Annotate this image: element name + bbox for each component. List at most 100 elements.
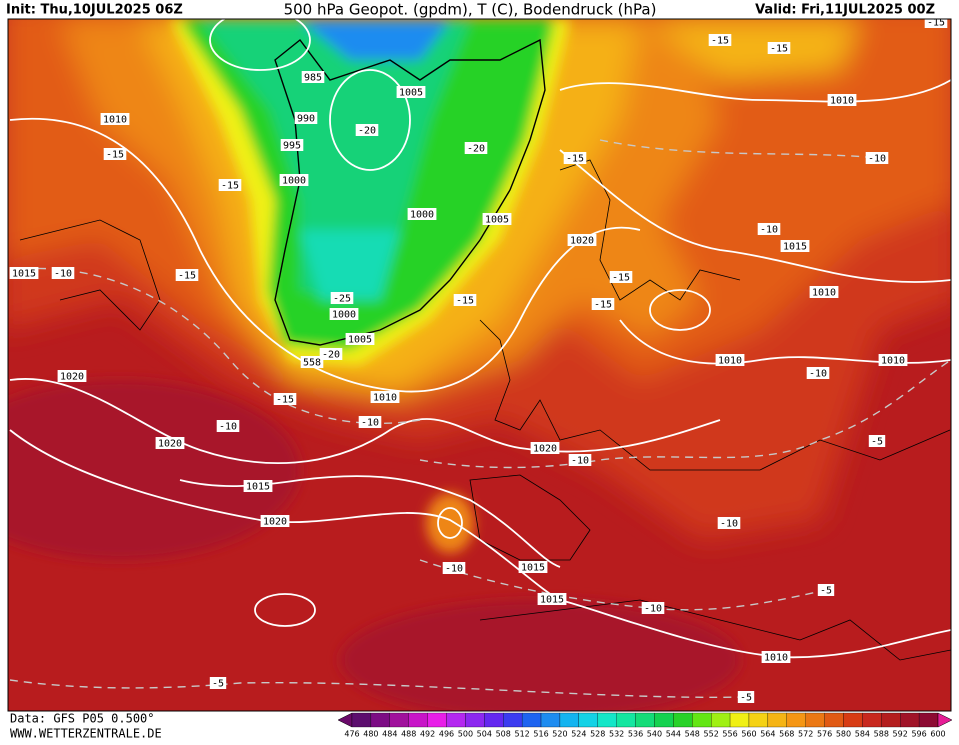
color-bar-label: 488: [401, 730, 416, 739]
pressure-label: 1020: [533, 444, 557, 455]
pressure-label: 1010: [718, 356, 742, 367]
temperature-label: -20: [467, 144, 485, 155]
temperature-label-box: [209, 677, 227, 689]
pressure-label-box: [761, 651, 791, 663]
pressure-label-box: [715, 354, 745, 366]
temperature-label: -15: [221, 181, 239, 192]
pressure-label: 1020: [570, 236, 594, 247]
color-bar-cell: [748, 712, 769, 728]
color-bar-cell: [408, 712, 428, 728]
pressure-label: 1020: [60, 372, 84, 383]
color-bar-label: 548: [685, 730, 700, 739]
temperature-label: -5: [212, 679, 224, 690]
color-bar-cell: [484, 712, 504, 728]
temperature-label: -10: [809, 369, 827, 380]
pressure-label-box: [827, 94, 857, 106]
pressure-label-box: [243, 480, 273, 492]
pressure-label-box: [530, 442, 560, 454]
temperature-label: -15: [106, 150, 124, 161]
color-bar-label: 512: [514, 730, 529, 739]
color-bar-cell: [559, 712, 579, 728]
color-bar-cell: [824, 712, 844, 728]
pressure-label: 1020: [263, 517, 287, 528]
color-bar-cell: [465, 712, 485, 728]
color-bar-cell: [767, 712, 787, 728]
temperature-label-box: [924, 19, 948, 28]
color-bar-label: 596: [911, 730, 926, 739]
color-bar-label: 504: [477, 730, 492, 739]
temperature-label: -15: [711, 36, 729, 47]
pressure-label-box: [294, 112, 318, 124]
color-bar-cell: [635, 712, 655, 728]
temperature-label: -10: [361, 418, 379, 429]
color-bar-label: 480: [363, 730, 378, 739]
temperature-label-box: [609, 271, 633, 283]
temperature-label-box: [216, 420, 240, 432]
init-time: Init: Thu,10JUL2025 06Z: [6, 3, 183, 18]
color-bar-cell: [616, 712, 636, 728]
color-bar-cell: [843, 712, 863, 728]
temperature-label: -10: [445, 564, 463, 575]
pressure-label-box: [780, 240, 810, 252]
temperature-label: -15: [178, 271, 196, 282]
temperature-label-box: [806, 367, 830, 379]
pressure-label: 1000: [282, 176, 306, 187]
color-bar-cell: [597, 712, 617, 728]
temperature-label-box: [355, 124, 379, 136]
temperature-label-box: [591, 298, 615, 310]
temperature-label: -5: [871, 437, 883, 448]
pressure-label-box: [57, 370, 87, 382]
temperature-label: -10: [644, 604, 662, 615]
temperature-label: -15: [276, 395, 294, 406]
temperature-label-box: [563, 152, 587, 164]
color-bar-label: 576: [817, 730, 832, 739]
temperature-label-box: [868, 435, 886, 447]
temperature-label-box: [319, 348, 343, 360]
color-bar-cell: [578, 712, 598, 728]
color-bar-label: 520: [552, 730, 567, 739]
pressure-label-box: [537, 593, 567, 605]
temperature-label-box: [757, 223, 781, 235]
color-bar-label: 476: [344, 730, 359, 739]
color-bar-label: 600: [930, 730, 945, 739]
color-bar-cell: [805, 712, 825, 728]
contour-labels: 985 990 995 1000 1005 1000 1005 1000 1005 1010 101…: [9, 19, 948, 704]
pressure-label: 1015: [540, 595, 564, 606]
color-bar-label: 584: [855, 730, 870, 739]
pressure-label: 1015: [521, 563, 545, 574]
temperature-label: -10: [720, 519, 738, 530]
temperature-label-box: [453, 294, 477, 306]
temperature-label: -25: [333, 294, 351, 305]
pressure-label: 985: [304, 73, 322, 84]
color-bar-label: 592: [893, 730, 908, 739]
color-bar-label: 588: [874, 730, 889, 739]
color-bar-label: 552: [704, 730, 719, 739]
color-bar-label: 528: [590, 730, 605, 739]
color-bar-cell: [503, 712, 523, 728]
temperature-label: -5: [820, 586, 832, 597]
color-bar-label: 484: [382, 730, 397, 739]
temperature-label: -15: [566, 154, 584, 165]
pressure-label: 995: [283, 141, 301, 152]
map-frame: [7, 18, 952, 712]
color-bar-label: 524: [571, 730, 586, 739]
color-bar-cell: [786, 712, 806, 728]
pressure-label: 1010: [764, 653, 788, 664]
geopotential-label-box: [300, 356, 324, 368]
temperature-label-box: [218, 179, 242, 191]
color-bar-label: 492: [420, 730, 435, 739]
temperature-label-box: [330, 292, 354, 304]
color-bar-label: 540: [647, 730, 662, 739]
color-bar-cell: [351, 712, 372, 728]
color-bar-label: 580: [836, 730, 851, 739]
pressure-label: 1010: [830, 96, 854, 107]
color-bar-label: 532: [609, 730, 624, 739]
pressure-label-box: [100, 113, 130, 125]
pressure-label: 1005: [348, 335, 372, 346]
color-bar-label: 516: [533, 730, 548, 739]
pressure-label: 990: [297, 114, 315, 125]
pressure-label-box: [567, 234, 597, 246]
temperature-label-box: [358, 416, 382, 428]
color-bar-label: 568: [779, 730, 794, 739]
